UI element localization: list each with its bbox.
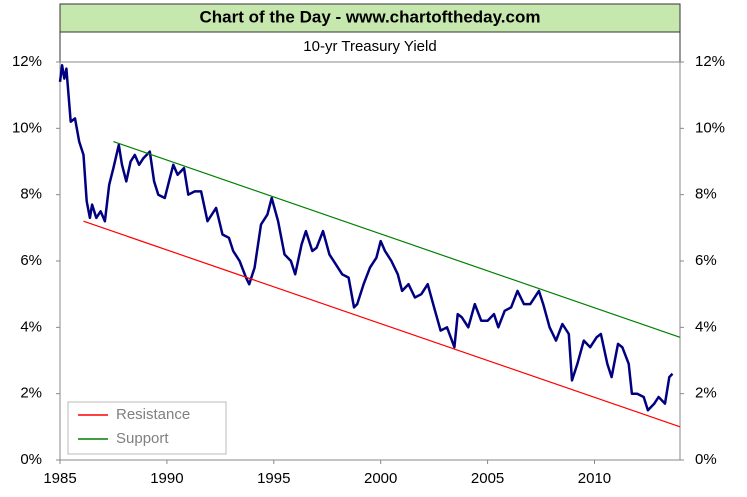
plot-frame bbox=[59, 61, 681, 461]
y-tick-label: 6% bbox=[20, 252, 42, 269]
x-tick-label: 1995 bbox=[257, 470, 290, 487]
y2-tick-label: 10% bbox=[695, 119, 725, 136]
yield-line bbox=[58, 64, 674, 412]
y2-tick-label: 6% bbox=[695, 252, 717, 269]
y-tick-label: 2% bbox=[20, 385, 42, 402]
y2-tick-label: 0% bbox=[695, 451, 717, 468]
y2-tick-label: 12% bbox=[695, 53, 725, 70]
trend-line bbox=[113, 141, 681, 338]
trend-line bbox=[83, 220, 681, 428]
y-tick-label: 12% bbox=[12, 53, 42, 70]
chart-title: Chart of the Day - www.chartoftheday.com bbox=[200, 7, 541, 26]
y-tick-label: 10% bbox=[12, 119, 42, 136]
legend-box bbox=[67, 401, 227, 455]
x-tick-label: 2000 bbox=[364, 470, 397, 487]
y-tick-label: 0% bbox=[20, 451, 42, 468]
x-tick-label: 2010 bbox=[578, 470, 611, 487]
chart-subtitle: 10-yr Treasury Yield bbox=[303, 38, 436, 55]
y-tick-label: 4% bbox=[20, 318, 42, 335]
legend-label: Support bbox=[116, 430, 169, 447]
x-tick-label: 1985 bbox=[43, 470, 76, 487]
subtitle-box bbox=[59, 31, 681, 63]
x-tick-label: 2005 bbox=[471, 470, 504, 487]
legend-label: Resistance bbox=[116, 406, 190, 423]
y2-tick-label: 8% bbox=[695, 186, 717, 203]
title-box bbox=[59, 3, 681, 33]
y2-tick-label: 4% bbox=[695, 318, 717, 335]
y-tick-label: 8% bbox=[20, 186, 42, 203]
x-tick-label: 1990 bbox=[150, 470, 183, 487]
y2-tick-label: 2% bbox=[695, 385, 717, 402]
